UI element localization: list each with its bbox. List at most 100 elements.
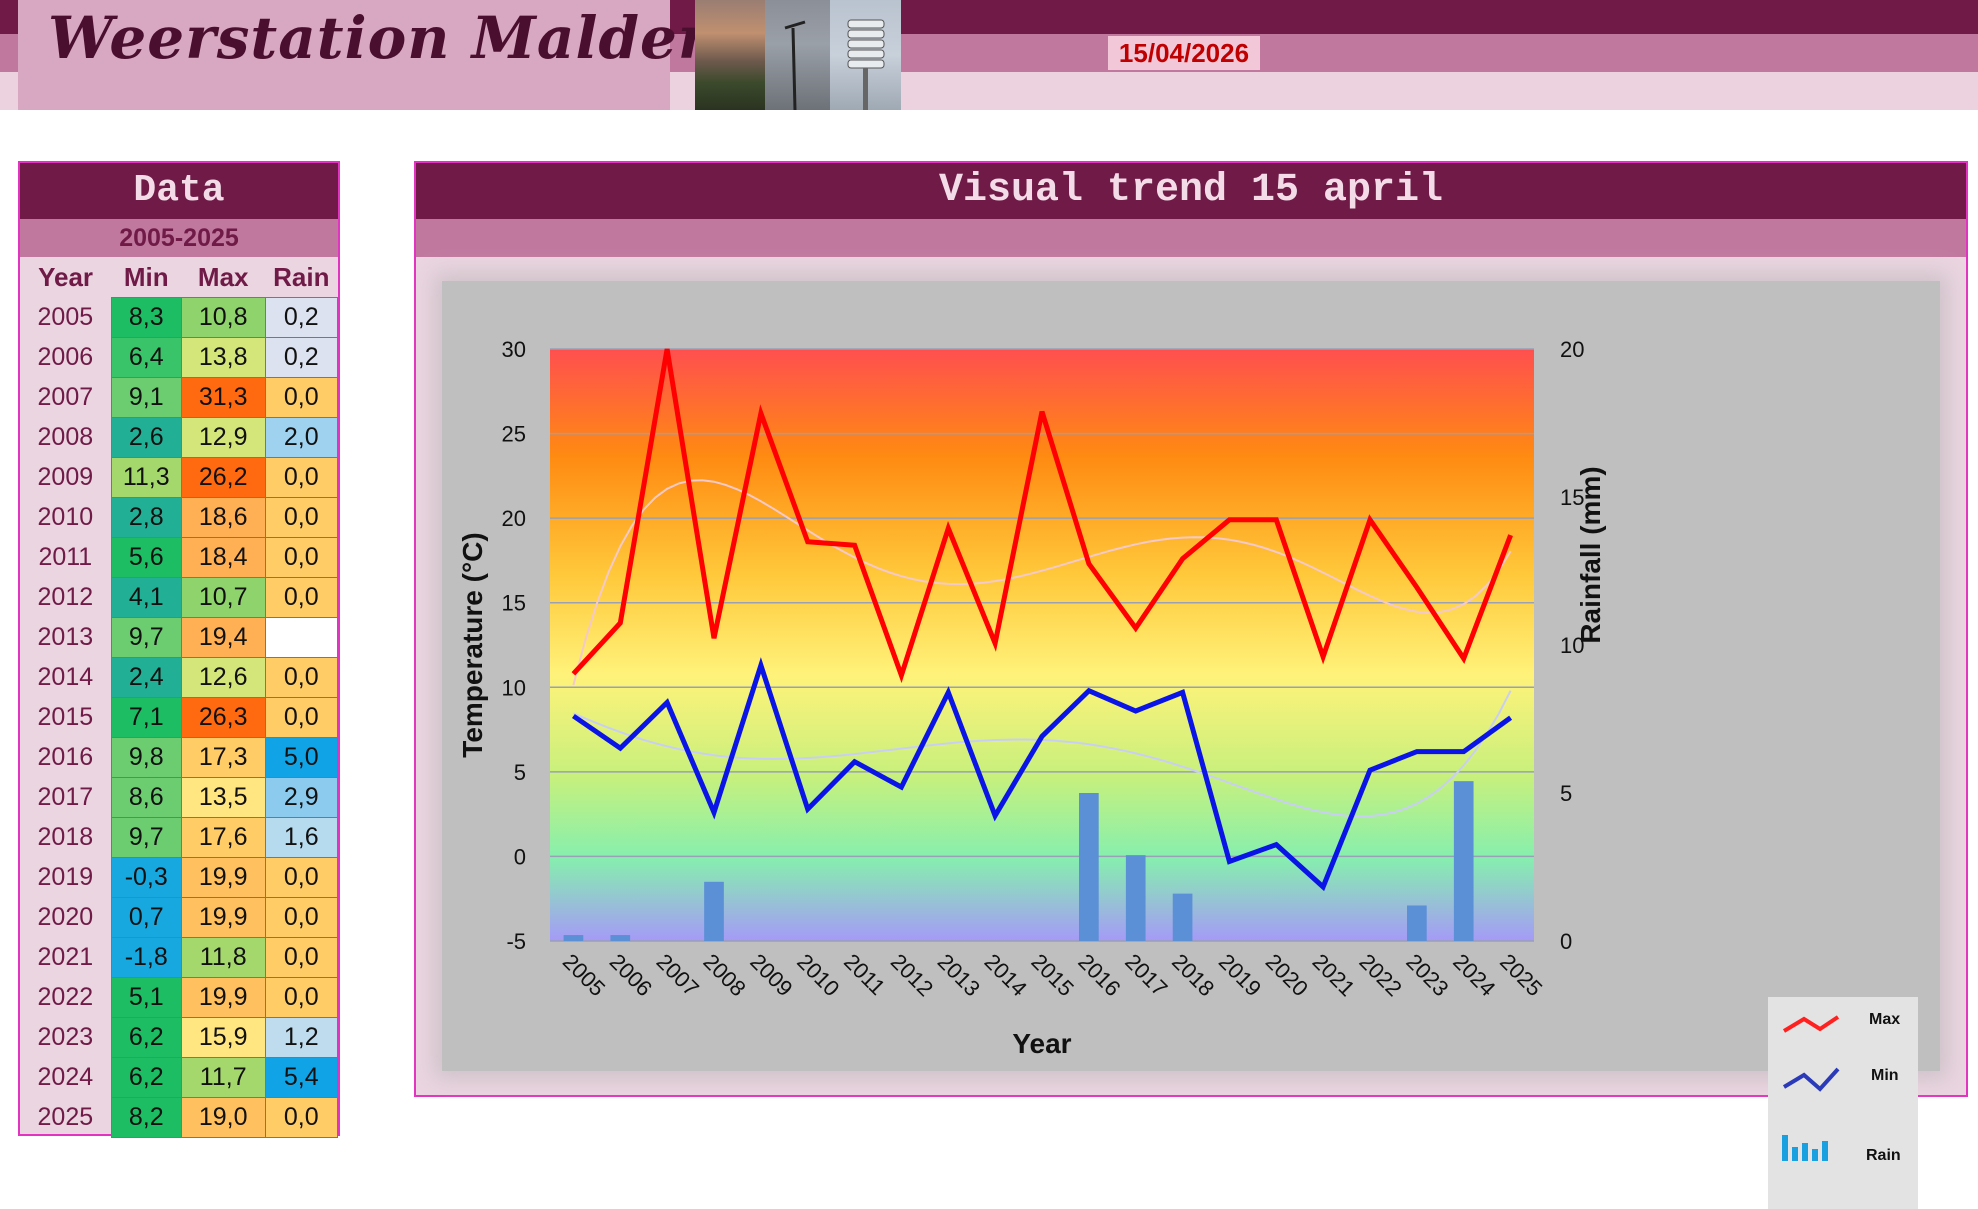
min-cell: 9,7: [110, 817, 182, 858]
rain-cell: 0,0: [264, 937, 339, 978]
max-cell: 19,4: [180, 617, 266, 658]
year-cell: 2020: [37, 903, 94, 931]
max-cell: 18,4: [180, 537, 266, 578]
gridlines: [550, 348, 1534, 942]
rain-cell: 0,2: [264, 337, 339, 378]
rain-bar: [563, 935, 584, 941]
col-header-max: Max: [197, 261, 249, 292]
x-tick-label: 2009: [745, 949, 797, 1001]
year-cell: 2012: [37, 583, 94, 611]
x-tick-label: 2020: [1261, 949, 1313, 1001]
data-panel: Data 2005-2025 Year Min Max Rain 2005 8,3…: [18, 161, 340, 1138]
max-cell: 19,9: [180, 857, 266, 898]
max-cell: 13,5: [180, 777, 266, 818]
y-tick-label: 0: [514, 844, 526, 869]
max-cell: 19,9: [180, 977, 266, 1018]
y-tick-label: 30: [502, 337, 526, 362]
year-cell: 2017: [37, 783, 94, 811]
chart-title: Visual trend 15 april: [416, 163, 1966, 219]
radiation-shield-icon: [847, 19, 885, 110]
y-tick-label: 10: [502, 675, 526, 700]
min-cell: 8,3: [110, 297, 182, 338]
rain-bar: [610, 935, 631, 941]
rain-bar: [704, 881, 724, 941]
year-cell: 2015: [37, 703, 94, 731]
y2-tick-label: 0: [1560, 929, 1572, 954]
year-cell: 2014: [37, 663, 94, 691]
y2-axis-ticks: 0 5 10 15 20: [1560, 337, 1584, 954]
year-cell: 2022: [37, 983, 94, 1011]
max-cell: 31,3: [180, 377, 266, 418]
site-title: Weerstation Malderen: [48, 4, 791, 72]
rain-cell: 0,0: [264, 457, 339, 498]
current-date: 15/04/2026: [1108, 36, 1260, 70]
site-title-box: Weerstation Malderen: [18, 0, 790, 110]
legend-rain-icon: [1782, 1135, 1828, 1161]
chart-subheader-bar: [416, 219, 1966, 257]
y-axis-title: Temperature (°C): [457, 532, 488, 757]
rain-cell: 0,0: [264, 497, 339, 538]
rain-cell: [264, 617, 339, 658]
min-cell: 2,6: [110, 417, 182, 458]
chart-area: -5 0 5 10 15 20 25 30 0 5 10 15 20 2005 2006 2007 2008…: [442, 281, 1940, 1209]
data-table: Year Min Max Rain 2005 8,3 10,8 0,2 2006 6,4 1…: [20, 257, 339, 1138]
rain-bar: [1079, 793, 1099, 941]
rain-cell: 0,0: [264, 697, 339, 738]
table-row: 2005 8,3 10,8 0,2: [20, 297, 339, 338]
rain-cell: 2,0: [264, 417, 339, 458]
col-header-rain: Rain: [273, 261, 330, 292]
min-cell: 0,7: [110, 897, 182, 938]
rain-bar: [1453, 781, 1474, 941]
year-cell: 2008: [37, 423, 94, 451]
year-cell: 2013: [37, 623, 94, 651]
table-row: 2015 7,1 26,3 0,0: [20, 697, 339, 738]
rain-cell: 0,2: [264, 297, 339, 338]
year-cell: 2018: [37, 823, 94, 851]
min-cell: 9,7: [110, 617, 182, 658]
chart-panel: Visual trend 15 april -5 0 5 10 15 20 25 30: [414, 161, 1968, 1209]
rain-cell: 1,6: [264, 817, 339, 858]
table-row: 2018 9,7 17,6 1,6: [20, 817, 339, 858]
y2-tick-label: 15: [1560, 485, 1584, 510]
x-tick-label: 2011: [839, 949, 890, 1000]
y-tick-label: 5: [514, 760, 526, 785]
max-cell: 18,6: [180, 497, 266, 538]
x-tick-label: 2013: [933, 949, 985, 1001]
min-cell: 11,3: [110, 457, 182, 498]
table-row: 2006 6,4 13,8 0,2: [20, 337, 339, 378]
rain-cell: 0,0: [264, 577, 339, 618]
table-row: 2012 4,1 10,7 0,0: [20, 577, 339, 618]
x-tick-label: 2010: [792, 949, 844, 1001]
data-range-label: 2005-2025: [20, 219, 338, 257]
max-cell: 26,3: [180, 697, 266, 738]
x-tick-label: 2005: [558, 949, 610, 1001]
table-row: 2025 8,2 19,0 0,0: [20, 1097, 339, 1138]
min-cell: -1,8: [110, 937, 182, 978]
max-cell: 19,0: [180, 1097, 266, 1138]
year-cell: 2011: [38, 543, 93, 571]
max-cell: 12,6: [180, 657, 266, 698]
x-tick-label: 2016: [1073, 949, 1125, 1001]
col-header-min: Min: [123, 261, 169, 292]
anemometer-mast-icon: [784, 20, 806, 110]
year-cell: 2021: [37, 943, 94, 971]
year-cell: 2016: [37, 743, 94, 771]
table-row: 2013 9,7 19,4: [20, 617, 339, 658]
x-tick-label: 2021: [1308, 949, 1360, 1001]
legend-max-icon: [1782, 1015, 1840, 1033]
max-cell: 12,9: [180, 417, 266, 458]
x-tick-label: 2024: [1448, 949, 1500, 1001]
rain-cell: 0,0: [264, 897, 339, 938]
x-tick-label: 2022: [1354, 949, 1406, 1001]
year-cell: 2007: [37, 383, 94, 411]
max-cell: 15,9: [180, 1017, 266, 1058]
min-cell: 9,1: [110, 377, 182, 418]
year-cell: 2024: [37, 1063, 94, 1091]
x-tick-label: 2014: [980, 949, 1032, 1001]
y2-axis-title: Rainfall (mm): [1575, 466, 1606, 643]
min-cell: -0,3: [110, 857, 182, 898]
rain-cell: 0,0: [264, 537, 339, 578]
rain-cell: 0,0: [264, 377, 339, 418]
max-cell: 19,9: [180, 897, 266, 938]
